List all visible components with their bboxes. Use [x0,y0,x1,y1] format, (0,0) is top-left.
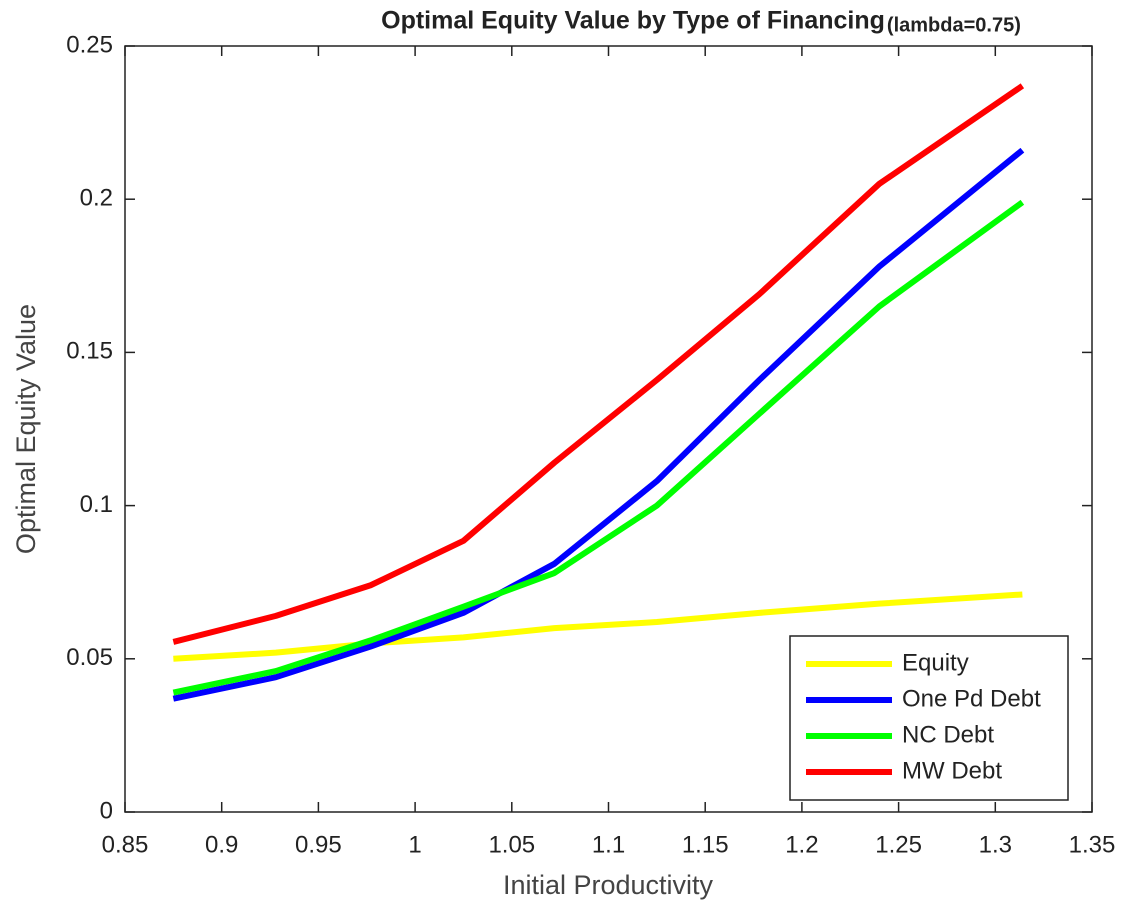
y-tick-label: 0 [100,797,113,824]
x-tick-label: 1.3 [979,831,1012,858]
x-tick-label: 1.05 [488,831,535,858]
series-line [172,83,1025,645]
legend-label: One Pd Debt [902,685,1041,712]
x-tick-label: 1.25 [875,831,922,858]
legend-label: MW Debt [902,757,1002,784]
y-tick-label: 0.15 [66,338,113,365]
series-line [172,147,1025,702]
y-tick-label: 0.1 [80,491,113,518]
chart-title: Optimal Equity Value by Type of Financin… [381,7,885,35]
y-tick-label: 0.2 [80,185,113,212]
y-tick-label: 0.25 [66,31,113,58]
x-tick-label: 1.15 [682,831,729,858]
x-tick-label: 0.95 [295,831,342,858]
series-line [173,591,1023,662]
x-tick-label: 1.1 [592,831,625,858]
x-tick-label: 0.9 [205,831,238,858]
chart-subtitle: (lambda=0.75) [887,14,1021,36]
x-tick-label: 1.2 [785,831,818,858]
y-axis-label: Optimal Equity Value [11,304,41,554]
legend-label: NC Debt [902,721,994,748]
x-tick-label: 1.35 [1069,831,1116,858]
y-tick-label: 0.05 [66,644,113,671]
legend-label: Equity [902,649,969,676]
x-axis-label: Initial Productivity [503,870,714,900]
x-tick-label: 0.85 [102,831,149,858]
series-line [172,199,1025,696]
legend: Equity One Pd Debt NC Debt MW Debt [789,635,1069,801]
x-tick-label: 1 [408,831,421,858]
